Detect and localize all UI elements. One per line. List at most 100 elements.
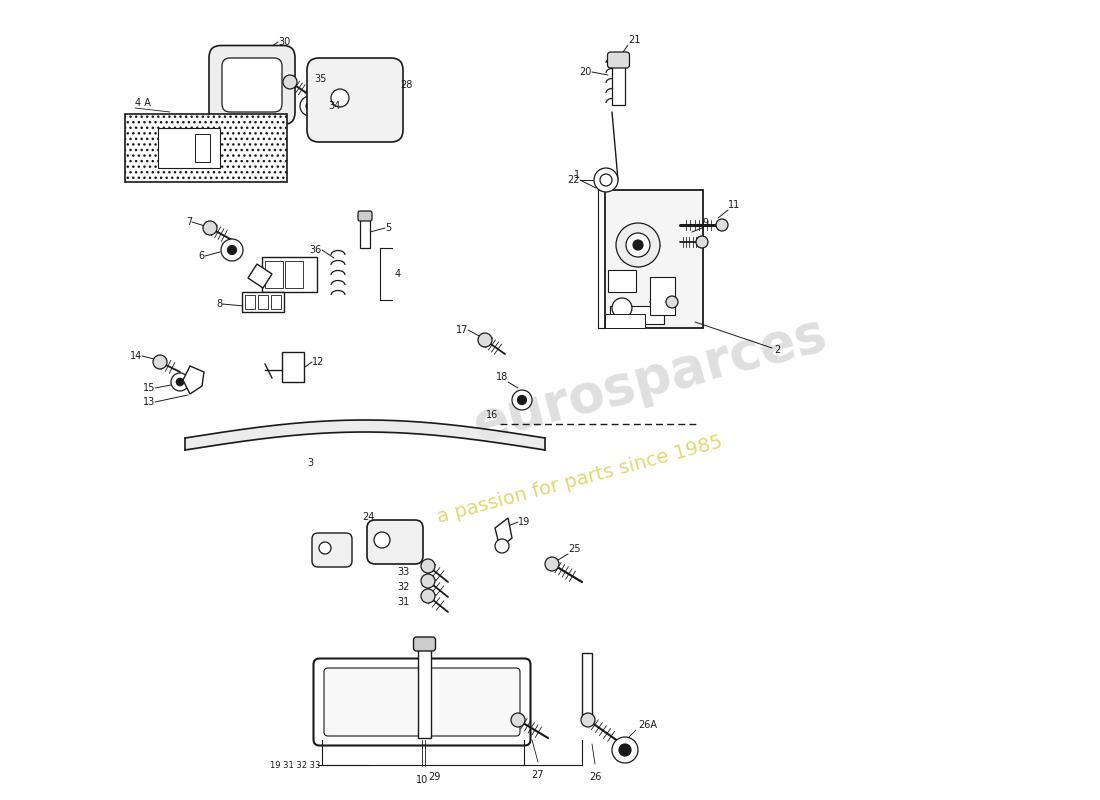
Circle shape [283,75,297,89]
Circle shape [170,373,189,391]
Text: 21: 21 [628,35,640,45]
Text: 34: 34 [328,101,340,111]
Text: 29: 29 [428,772,440,782]
Text: 13: 13 [143,397,155,407]
Circle shape [300,96,320,116]
Text: 26A: 26A [638,720,657,730]
Circle shape [374,532,390,548]
Text: 11: 11 [728,200,740,210]
Bar [610,306,664,324]
Text: 2: 2 [774,345,780,355]
Bar [242,292,284,312]
Text: 16: 16 [486,410,498,420]
Circle shape [716,219,728,231]
Bar [605,190,703,328]
Text: 9: 9 [702,218,708,228]
Circle shape [619,744,631,756]
Circle shape [421,589,434,603]
Circle shape [594,168,618,192]
Circle shape [626,233,650,257]
Text: 18: 18 [496,372,508,382]
Bar [418,646,431,738]
Circle shape [204,221,217,235]
Text: 32: 32 [397,582,410,592]
Circle shape [176,378,184,386]
FancyBboxPatch shape [312,533,352,567]
Text: 10: 10 [416,775,428,785]
Bar [582,653,592,718]
FancyBboxPatch shape [314,658,530,746]
Polygon shape [248,264,272,288]
Text: a passion for parts since 1985: a passion for parts since 1985 [436,433,725,527]
Circle shape [421,574,434,588]
Text: 8: 8 [216,299,222,309]
Text: 19: 19 [518,517,530,527]
Circle shape [581,713,595,727]
Bar [605,314,645,328]
FancyBboxPatch shape [607,52,629,68]
Text: 19 31 32 33: 19 31 32 33 [270,761,320,770]
FancyBboxPatch shape [324,668,520,736]
Bar [258,295,268,309]
FancyBboxPatch shape [414,637,436,651]
Text: 24: 24 [363,512,375,522]
Text: 27: 27 [531,770,544,780]
FancyBboxPatch shape [367,520,424,564]
Text: 14: 14 [130,351,142,361]
Text: 1: 1 [574,170,580,180]
Bar [262,257,317,292]
Circle shape [666,296,678,308]
Text: 5: 5 [385,223,392,233]
Bar [195,134,210,162]
Bar [125,114,287,182]
Circle shape [612,737,638,763]
Bar [271,295,281,309]
Circle shape [616,223,660,267]
Text: 4: 4 [395,269,402,279]
Text: 35: 35 [314,74,327,84]
Text: 20: 20 [580,67,592,77]
Bar [285,261,303,288]
Bar [612,63,625,105]
FancyBboxPatch shape [209,46,295,125]
Circle shape [632,240,644,250]
Text: 33: 33 [398,567,410,577]
Bar [650,277,675,315]
Text: 7: 7 [186,217,192,227]
Circle shape [153,355,167,369]
Text: 31: 31 [398,597,410,607]
Text: 6: 6 [199,251,205,261]
Text: 30: 30 [278,37,290,47]
Circle shape [421,559,434,573]
Text: 3: 3 [307,458,314,468]
Bar [608,270,636,292]
Text: 25: 25 [568,544,581,554]
FancyBboxPatch shape [358,211,372,221]
Circle shape [331,89,349,107]
Bar [245,295,255,309]
Circle shape [221,239,243,261]
Text: 26: 26 [588,772,602,782]
Polygon shape [183,366,204,394]
Text: 28: 28 [400,80,412,90]
Circle shape [517,395,527,405]
Text: 4 A: 4 A [135,98,151,108]
Text: 17: 17 [455,325,468,335]
Circle shape [478,333,492,347]
Circle shape [228,246,236,254]
Circle shape [319,542,331,554]
Polygon shape [495,518,512,548]
Circle shape [612,298,632,318]
Text: 36: 36 [310,245,322,255]
Circle shape [512,390,532,410]
Text: eurosparces: eurosparces [468,308,833,452]
Bar [282,352,304,382]
Circle shape [600,174,612,186]
Text: 12: 12 [312,357,324,367]
Circle shape [306,102,313,110]
Circle shape [512,713,525,727]
FancyBboxPatch shape [307,58,403,142]
FancyBboxPatch shape [222,58,282,112]
Bar [265,261,283,288]
Bar [360,218,370,248]
